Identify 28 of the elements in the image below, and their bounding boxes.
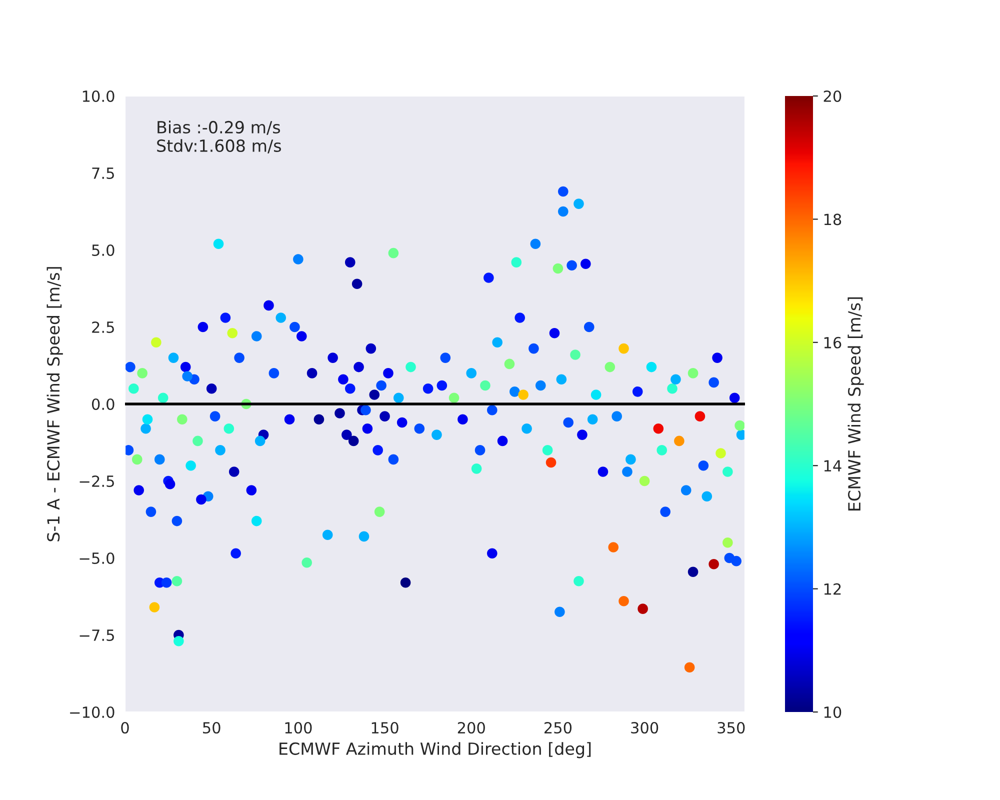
- y-tick-label: −2.5: [80, 475, 114, 488]
- color-bar-label: 10: [824, 706, 842, 718]
- color-bar-label: 12: [824, 583, 841, 595]
- color-bar-label: 14: [824, 460, 842, 472]
- x-tick-label: 200: [458, 722, 485, 734]
- y-tick-label: 2.5: [92, 321, 114, 334]
- x-tick-label: 150: [372, 722, 398, 734]
- x-tick-label: 300: [631, 722, 658, 734]
- y-tick-label: 5.0: [92, 244, 114, 256]
- color-bar-label: 18: [824, 214, 842, 226]
- color-bar-label: 20: [824, 90, 842, 102]
- x-tick-label: 100: [285, 722, 312, 734]
- y-tick-label: 0.0: [92, 398, 114, 410]
- y-tick-label: −5.0: [80, 552, 114, 564]
- color-bar-label: 16: [824, 336, 842, 348]
- y-tick-label: 7.5: [92, 168, 114, 180]
- x-tick-label: 0: [121, 722, 129, 734]
- y-tick-label: 10.0: [82, 90, 114, 102]
- y-tick-label: −7.5: [80, 630, 114, 642]
- x-tick-label: 50: [203, 722, 220, 734]
- y-axis-title: S-1 A - ECMWF Wind Speed [m/s]: [46, 267, 63, 542]
- x-tick-label: 250: [544, 722, 572, 734]
- annotation: Bias :-0.29 m/s: [158, 120, 280, 135]
- annotation: Stdv:1.608 m/s: [157, 139, 281, 154]
- y-tick-label: −10.0: [70, 706, 114, 718]
- color-bar-title: ECMWF Wind Speed [m/s]: [848, 297, 864, 510]
- x-axis-title: ECMWF Azimuth Wind Direction [deg]: [280, 742, 591, 758]
- x-tick-label: 350: [718, 722, 745, 734]
